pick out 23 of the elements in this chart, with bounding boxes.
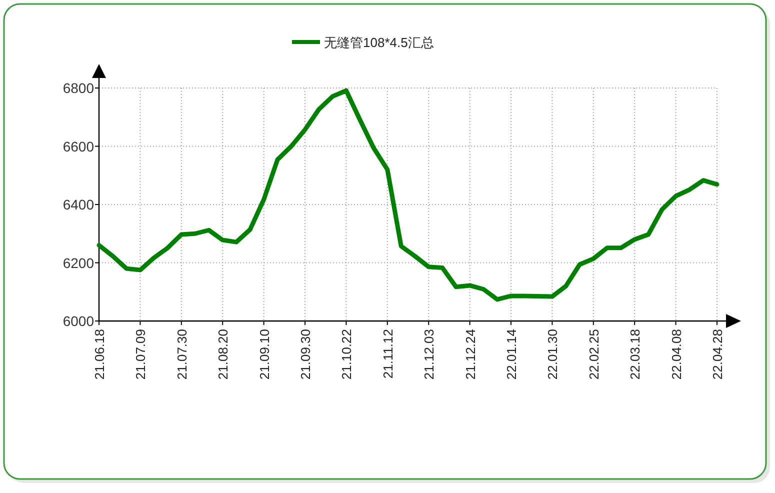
- x-tick-label: 21.07.30: [174, 329, 190, 380]
- x-tick-label: 22.04.08: [668, 329, 684, 380]
- y-tick-label: 6200: [62, 254, 94, 271]
- legend-label: 无缝管108*4.5汇总: [324, 35, 434, 50]
- x-tick-label: 22.01.14: [504, 329, 519, 380]
- x-tick-label: 21.10.22: [339, 329, 354, 380]
- y-tick-label: 6800: [62, 80, 94, 96]
- x-tick-label: 22.01.30: [545, 329, 560, 380]
- x-tick-label: 21.09.30: [298, 329, 313, 380]
- x-tick-label: 22.03.18: [628, 329, 643, 380]
- x-tick-label: 21.12.24: [462, 329, 478, 380]
- x-tick-label: 22.02.25: [586, 329, 602, 380]
- x-tick-label: 21.06.18: [92, 329, 107, 380]
- y-tick-label: 6400: [62, 196, 94, 212]
- y-tick-label: 6000: [62, 313, 94, 329]
- legend: 无缝管108*4.5汇总: [292, 35, 434, 50]
- x-tick-label: 22.04.28: [710, 329, 725, 380]
- x-tick-label: 21.11.12: [380, 329, 396, 379]
- x-tick-label: 21.09.10: [256, 329, 272, 380]
- y-tick-label: 6600: [62, 138, 94, 154]
- x-tick-label: 21.12.03: [422, 329, 437, 380]
- x-tick-label: 21.08.20: [216, 329, 231, 380]
- x-tick-label: 21.07.09: [133, 329, 148, 380]
